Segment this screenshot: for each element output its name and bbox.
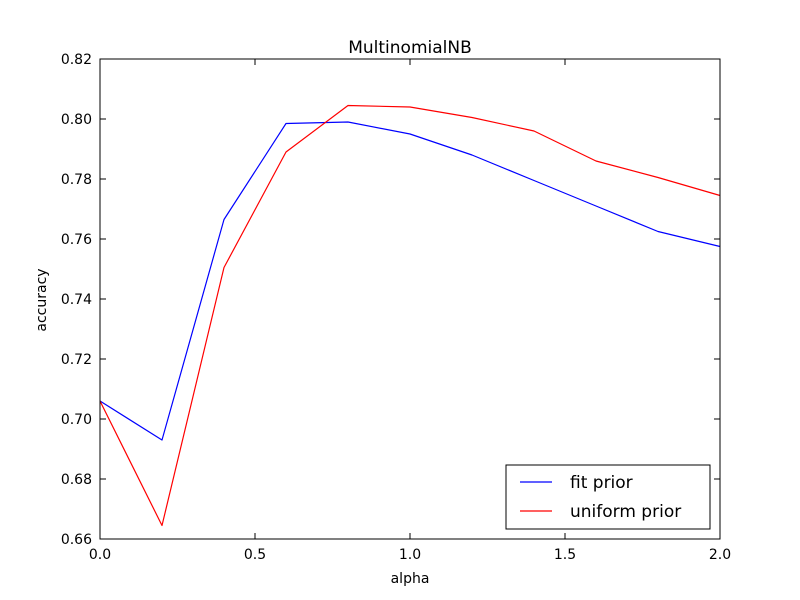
y-tick-label: 0.68 — [61, 472, 92, 488]
y-tick-label: 0.72 — [61, 352, 92, 368]
y-tick-label: 0.82 — [61, 52, 92, 68]
series-line-uniform-prior — [99, 104, 721, 527]
plot-frame — [99, 58, 721, 540]
x-tick-label: 0.0 — [89, 547, 111, 563]
legend-box — [505, 464, 711, 530]
series-line-fit-prior — [99, 121, 721, 441]
x-tick-label: 1.5 — [554, 547, 576, 563]
y-tick-label: 0.70 — [61, 412, 92, 428]
y-tick-label: 0.76 — [61, 232, 92, 248]
x-axis-title: alpha — [391, 571, 430, 587]
legend-label-fit-prior: fit prior — [570, 473, 633, 493]
y-tick-label: 0.78 — [61, 172, 92, 188]
x-tick-label: 1.0 — [399, 547, 421, 563]
legend-label-uniform-prior: uniform prior — [570, 502, 681, 522]
y-tick-label: 0.74 — [61, 292, 92, 308]
y-tick-label: 0.66 — [61, 532, 92, 548]
ticks-layer: 0.0 0.5 1.0 1.5 2.0 0.66 0.68 0.70 0.72 0.74 0.76 0… — [61, 52, 731, 563]
x-tick-label: 2.0 — [709, 547, 731, 563]
legend: fit prior uniform prior — [505, 464, 711, 530]
y-axis-title: accuracy — [34, 268, 50, 331]
series-layer — [99, 104, 721, 527]
chart-title: MultinomialNB — [348, 38, 472, 58]
y-tick-label: 0.80 — [61, 112, 92, 128]
x-tick-label: 0.5 — [244, 547, 266, 563]
